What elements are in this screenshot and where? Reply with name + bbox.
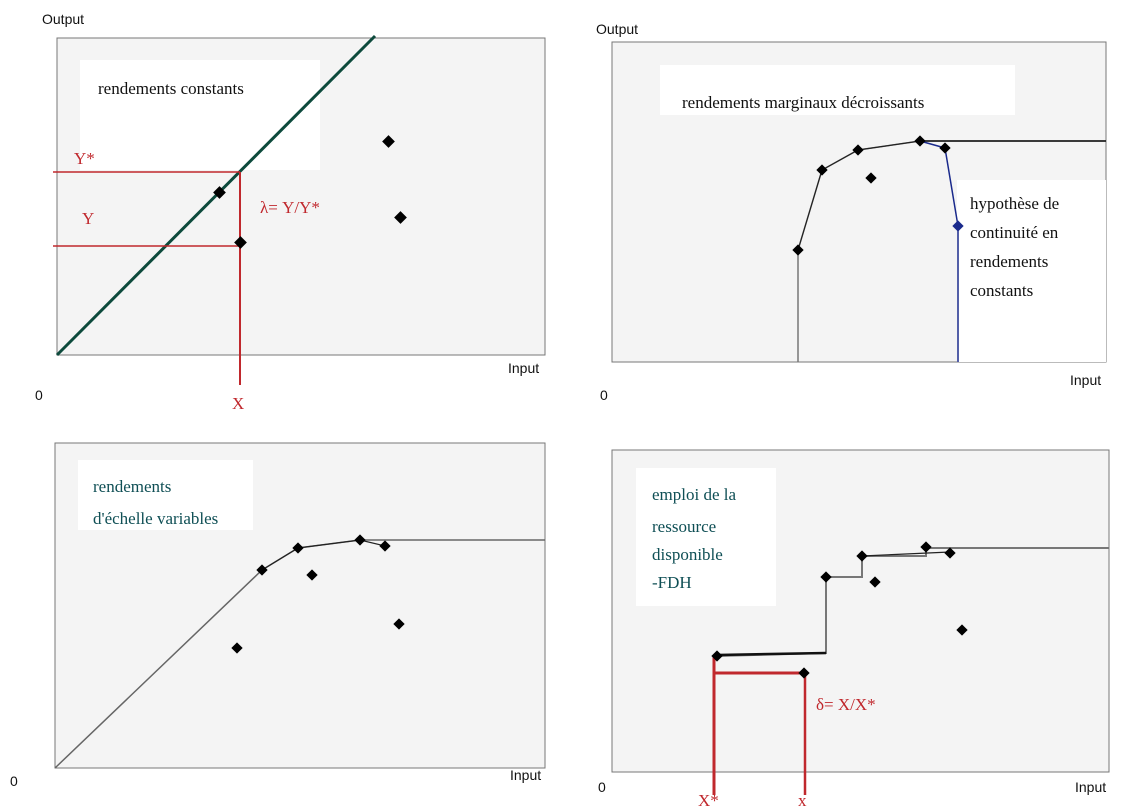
x-axis-label: Input <box>508 360 539 376</box>
label-background <box>636 468 776 606</box>
data-point <box>393 618 405 630</box>
origin-label: 0 <box>598 779 606 795</box>
x-label: x <box>798 791 807 808</box>
panel-title-line: rendements <box>93 477 171 496</box>
data-point <box>231 642 243 654</box>
panel-title-line: d'échelle variables <box>93 509 218 528</box>
x-axis-label: Input <box>510 767 541 783</box>
panel-title: rendements marginaux décroissants <box>682 93 924 112</box>
x-label: X <box>232 394 244 413</box>
data-point <box>379 540 391 552</box>
x-axis-label: Input <box>1075 779 1106 795</box>
data-point <box>944 547 956 559</box>
data-point <box>856 550 868 562</box>
fdh-frontier-segment <box>716 651 827 657</box>
label-background <box>660 65 1015 115</box>
delta-formula: δ= X/X* <box>816 695 876 714</box>
data-point <box>956 624 968 636</box>
y-axis-label: Output <box>596 21 638 37</box>
panel-fdh: Input 0 emploi de la ressource disponibl… <box>598 449 1110 808</box>
data-point <box>306 569 318 581</box>
lambda-formula: λ= Y/Y* <box>260 198 320 217</box>
fdh-frontier-segment <box>861 551 951 557</box>
note-background <box>957 180 1106 362</box>
panel-variable-returns: Input 0 rendements d'échelle variables <box>10 442 546 789</box>
data-point <box>820 571 832 583</box>
data-point <box>798 667 810 679</box>
panel-title-line: disponible <box>652 545 723 564</box>
data-point <box>869 576 881 588</box>
data-point <box>952 220 964 232</box>
origin-label: 0 <box>600 387 608 403</box>
data-point <box>939 142 951 154</box>
label-background <box>78 460 253 530</box>
origin-label: 0 <box>10 773 18 789</box>
label-background <box>80 60 320 170</box>
data-point <box>711 650 723 662</box>
y-axis-label: Output <box>42 11 84 27</box>
continuity-frontier-line <box>919 140 959 362</box>
data-point <box>792 244 804 256</box>
note-line: hypothèse de <box>970 194 1059 213</box>
note-line: rendements <box>970 252 1048 271</box>
data-point <box>354 534 366 546</box>
frontier-segment <box>797 140 921 251</box>
data-point <box>292 542 304 554</box>
crs-frontier-line <box>55 34 377 357</box>
origin-label: 0 <box>35 387 43 403</box>
note-line: continuité en <box>970 223 1059 242</box>
data-point <box>920 541 932 553</box>
panel-constant-returns: Output Input 0 rendements constants Y* Y… <box>35 11 546 413</box>
panel-decreasing-returns: Output Input 0 rendements marginaux décr… <box>596 21 1107 403</box>
y-star-label: Y* <box>74 149 95 168</box>
panel-title-line: emploi de la <box>652 485 736 504</box>
data-point <box>816 164 828 176</box>
panel-title-line: -FDH <box>652 573 692 592</box>
data-point <box>865 172 877 184</box>
x-star-label: X* <box>698 791 719 808</box>
data-point <box>394 211 407 224</box>
frontier-segment <box>261 539 386 571</box>
x-axis-label: Input <box>1070 372 1101 388</box>
data-point <box>256 564 268 576</box>
data-point <box>234 236 247 249</box>
data-point <box>914 135 926 147</box>
panel-title-line: ressource <box>652 517 716 536</box>
data-point <box>213 186 226 199</box>
data-point <box>852 144 864 156</box>
panel-title: rendements constants <box>98 79 244 98</box>
data-point <box>382 135 395 148</box>
y-label: Y <box>82 209 94 228</box>
note-line: constants <box>970 281 1033 300</box>
